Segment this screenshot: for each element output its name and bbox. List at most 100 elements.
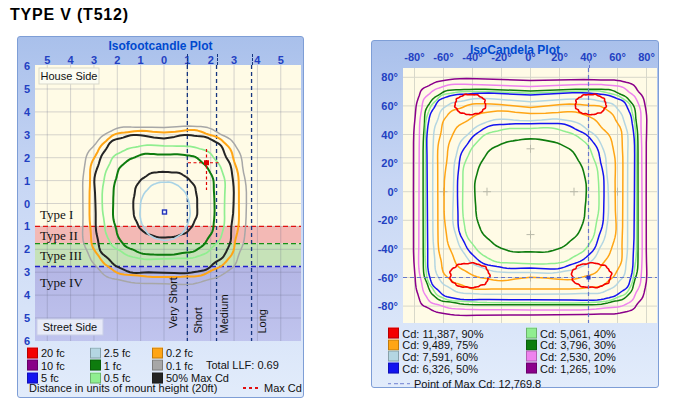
isocandela-plot bbox=[403, 68, 657, 323]
legend-label: 10 fc bbox=[41, 359, 65, 371]
x-tick: 0° bbox=[525, 51, 536, 63]
x-tick: -60° bbox=[433, 51, 453, 63]
isofootcandle-panel: Isofootcandle Plot 54321012345 654321012… bbox=[17, 36, 304, 398]
legend-label: Cd: 2,530, 20% bbox=[540, 350, 616, 362]
distance-footnote: Distance in units of mount height (20ft) bbox=[29, 382, 217, 394]
y-tick: 4 bbox=[24, 289, 30, 301]
luminaire-marker bbox=[163, 210, 167, 214]
y-tick: 0° bbox=[387, 186, 398, 198]
x-tick: -40° bbox=[462, 51, 482, 63]
legend-item: Cd: 5,061, 40% bbox=[526, 328, 616, 339]
legend-swatch bbox=[152, 360, 163, 371]
label-type-iv: Type IV bbox=[40, 275, 83, 290]
legend-swatch bbox=[388, 339, 399, 350]
max-cd-label: Max Cd bbox=[264, 382, 302, 394]
label-long: Long bbox=[256, 309, 268, 333]
max-cd-marker bbox=[204, 160, 209, 165]
legend-swatch bbox=[388, 363, 399, 374]
x-tick: -20° bbox=[491, 51, 511, 63]
y-tick: 20° bbox=[381, 157, 398, 169]
legend-label: 1 fc bbox=[104, 359, 122, 371]
legend-swatch bbox=[90, 347, 101, 358]
max-cd-line-stub bbox=[589, 60, 590, 68]
legend-swatch bbox=[526, 351, 537, 362]
total-llf: Total LLF: 0.69 bbox=[206, 359, 279, 371]
x-tick: 20° bbox=[551, 51, 568, 63]
y-tick: 60° bbox=[381, 100, 398, 112]
y-tick: -20° bbox=[378, 214, 398, 226]
legend-item: 10 fc bbox=[27, 360, 65, 371]
page: { "page_title": "TYPE V (T512)", "colors… bbox=[0, 0, 680, 416]
y-tick: 1 bbox=[24, 175, 30, 187]
legend-label: Cd: 3,796, 30% bbox=[540, 339, 616, 351]
legend-swatch bbox=[90, 360, 101, 371]
legend-item: 20 fc bbox=[27, 347, 65, 358]
legend-swatch bbox=[526, 363, 537, 374]
legend-swatch bbox=[526, 328, 537, 339]
house-side-label: House Side bbox=[41, 70, 98, 82]
y-tick: 5 bbox=[24, 83, 30, 95]
point-of-max-dash-sample bbox=[388, 383, 411, 385]
classification-line-stub bbox=[187, 54, 188, 65]
y-tick: 1 bbox=[24, 220, 30, 232]
legend-label: Cd: 1,265, 10% bbox=[540, 362, 616, 374]
legend-swatch bbox=[27, 347, 38, 358]
label-short: Short bbox=[192, 307, 204, 333]
legend-swatch bbox=[388, 328, 399, 339]
legend-item: Cd: 6,326, 50% bbox=[388, 363, 478, 374]
isocandela-panel: IsoCandela Plot -80°-60°-40°-20°0°20°40°… bbox=[371, 40, 659, 388]
label-type-iii: Type III bbox=[40, 248, 82, 263]
isofootcandle-plot: House Side Street Side Type I Type II Type I… bbox=[35, 65, 301, 341]
x-tick: -80° bbox=[404, 51, 424, 63]
legend-label: Cd: 7,591, 60% bbox=[402, 350, 478, 362]
x-tick: 60° bbox=[609, 51, 626, 63]
y-tick: 3 bbox=[24, 129, 30, 141]
max-cd-point-marker bbox=[587, 276, 591, 280]
legend-item: 1 fc bbox=[90, 360, 122, 371]
y-tick: -80° bbox=[378, 300, 398, 312]
y-tick: 80° bbox=[381, 71, 398, 83]
street-side-label: Street Side bbox=[43, 321, 97, 333]
label-medium: Medium bbox=[218, 294, 230, 333]
y-tick: 3 bbox=[24, 266, 30, 278]
point-of-max-label: Point of Max Cd: 12,769.8 bbox=[414, 378, 541, 390]
y-tick: 6 bbox=[24, 335, 30, 347]
legend-label: 0.2 fc bbox=[166, 347, 193, 359]
label-type-i: Type I bbox=[40, 207, 73, 222]
y-tick: 5 bbox=[24, 312, 30, 324]
legend-swatch bbox=[152, 347, 163, 358]
classification-line-stub bbox=[217, 54, 218, 65]
y-tick: 2 bbox=[24, 152, 30, 164]
legend-swatch bbox=[526, 339, 537, 350]
legend-label: 0.1 fc bbox=[166, 359, 193, 371]
y-tick: -40° bbox=[378, 243, 398, 255]
y-tick: 4 bbox=[24, 106, 30, 118]
isofootcandle-title: Isofootcandle Plot bbox=[18, 39, 303, 53]
legend-item: Cd: 2,530, 20% bbox=[526, 351, 616, 362]
legend-label: 20 fc bbox=[41, 347, 65, 359]
max-cd-dash-sample bbox=[243, 387, 260, 389]
legend-item: Cd: 7,591, 60% bbox=[388, 351, 478, 362]
y-tick: 40° bbox=[381, 129, 398, 141]
legend-label: Cd: 11,387, 90% bbox=[402, 327, 483, 339]
y-tick: 2 bbox=[24, 243, 30, 255]
legend-item: Cd: 11,387, 90% bbox=[388, 328, 483, 339]
legend-label: 2.5 fc bbox=[104, 347, 131, 359]
legend-item: 0.1 fc bbox=[152, 360, 193, 371]
classification-line-stub bbox=[252, 54, 253, 65]
legend-item: Cd: 9,489, 75% bbox=[388, 339, 478, 350]
legend-item: 2.5 fc bbox=[90, 347, 131, 358]
legend-label: Cd: 5,061, 40% bbox=[540, 327, 616, 339]
y-tick: -60° bbox=[378, 272, 398, 284]
y-tick: 6 bbox=[24, 60, 30, 72]
legend-label: Cd: 9,489, 75% bbox=[402, 339, 478, 351]
legend-item: Cd: 1,265, 10% bbox=[526, 363, 616, 374]
page-title: TYPE V (T512) bbox=[10, 6, 129, 24]
legend-swatch bbox=[27, 360, 38, 371]
legend-item: Cd: 3,796, 30% bbox=[526, 339, 616, 350]
x-tick: 80° bbox=[638, 51, 655, 63]
label-very-short: Very Short bbox=[167, 277, 179, 328]
label-type-ii: Type II bbox=[40, 228, 78, 243]
legend-label: Cd: 6,326, 50% bbox=[402, 362, 478, 374]
y-tick: 0 bbox=[24, 198, 30, 210]
